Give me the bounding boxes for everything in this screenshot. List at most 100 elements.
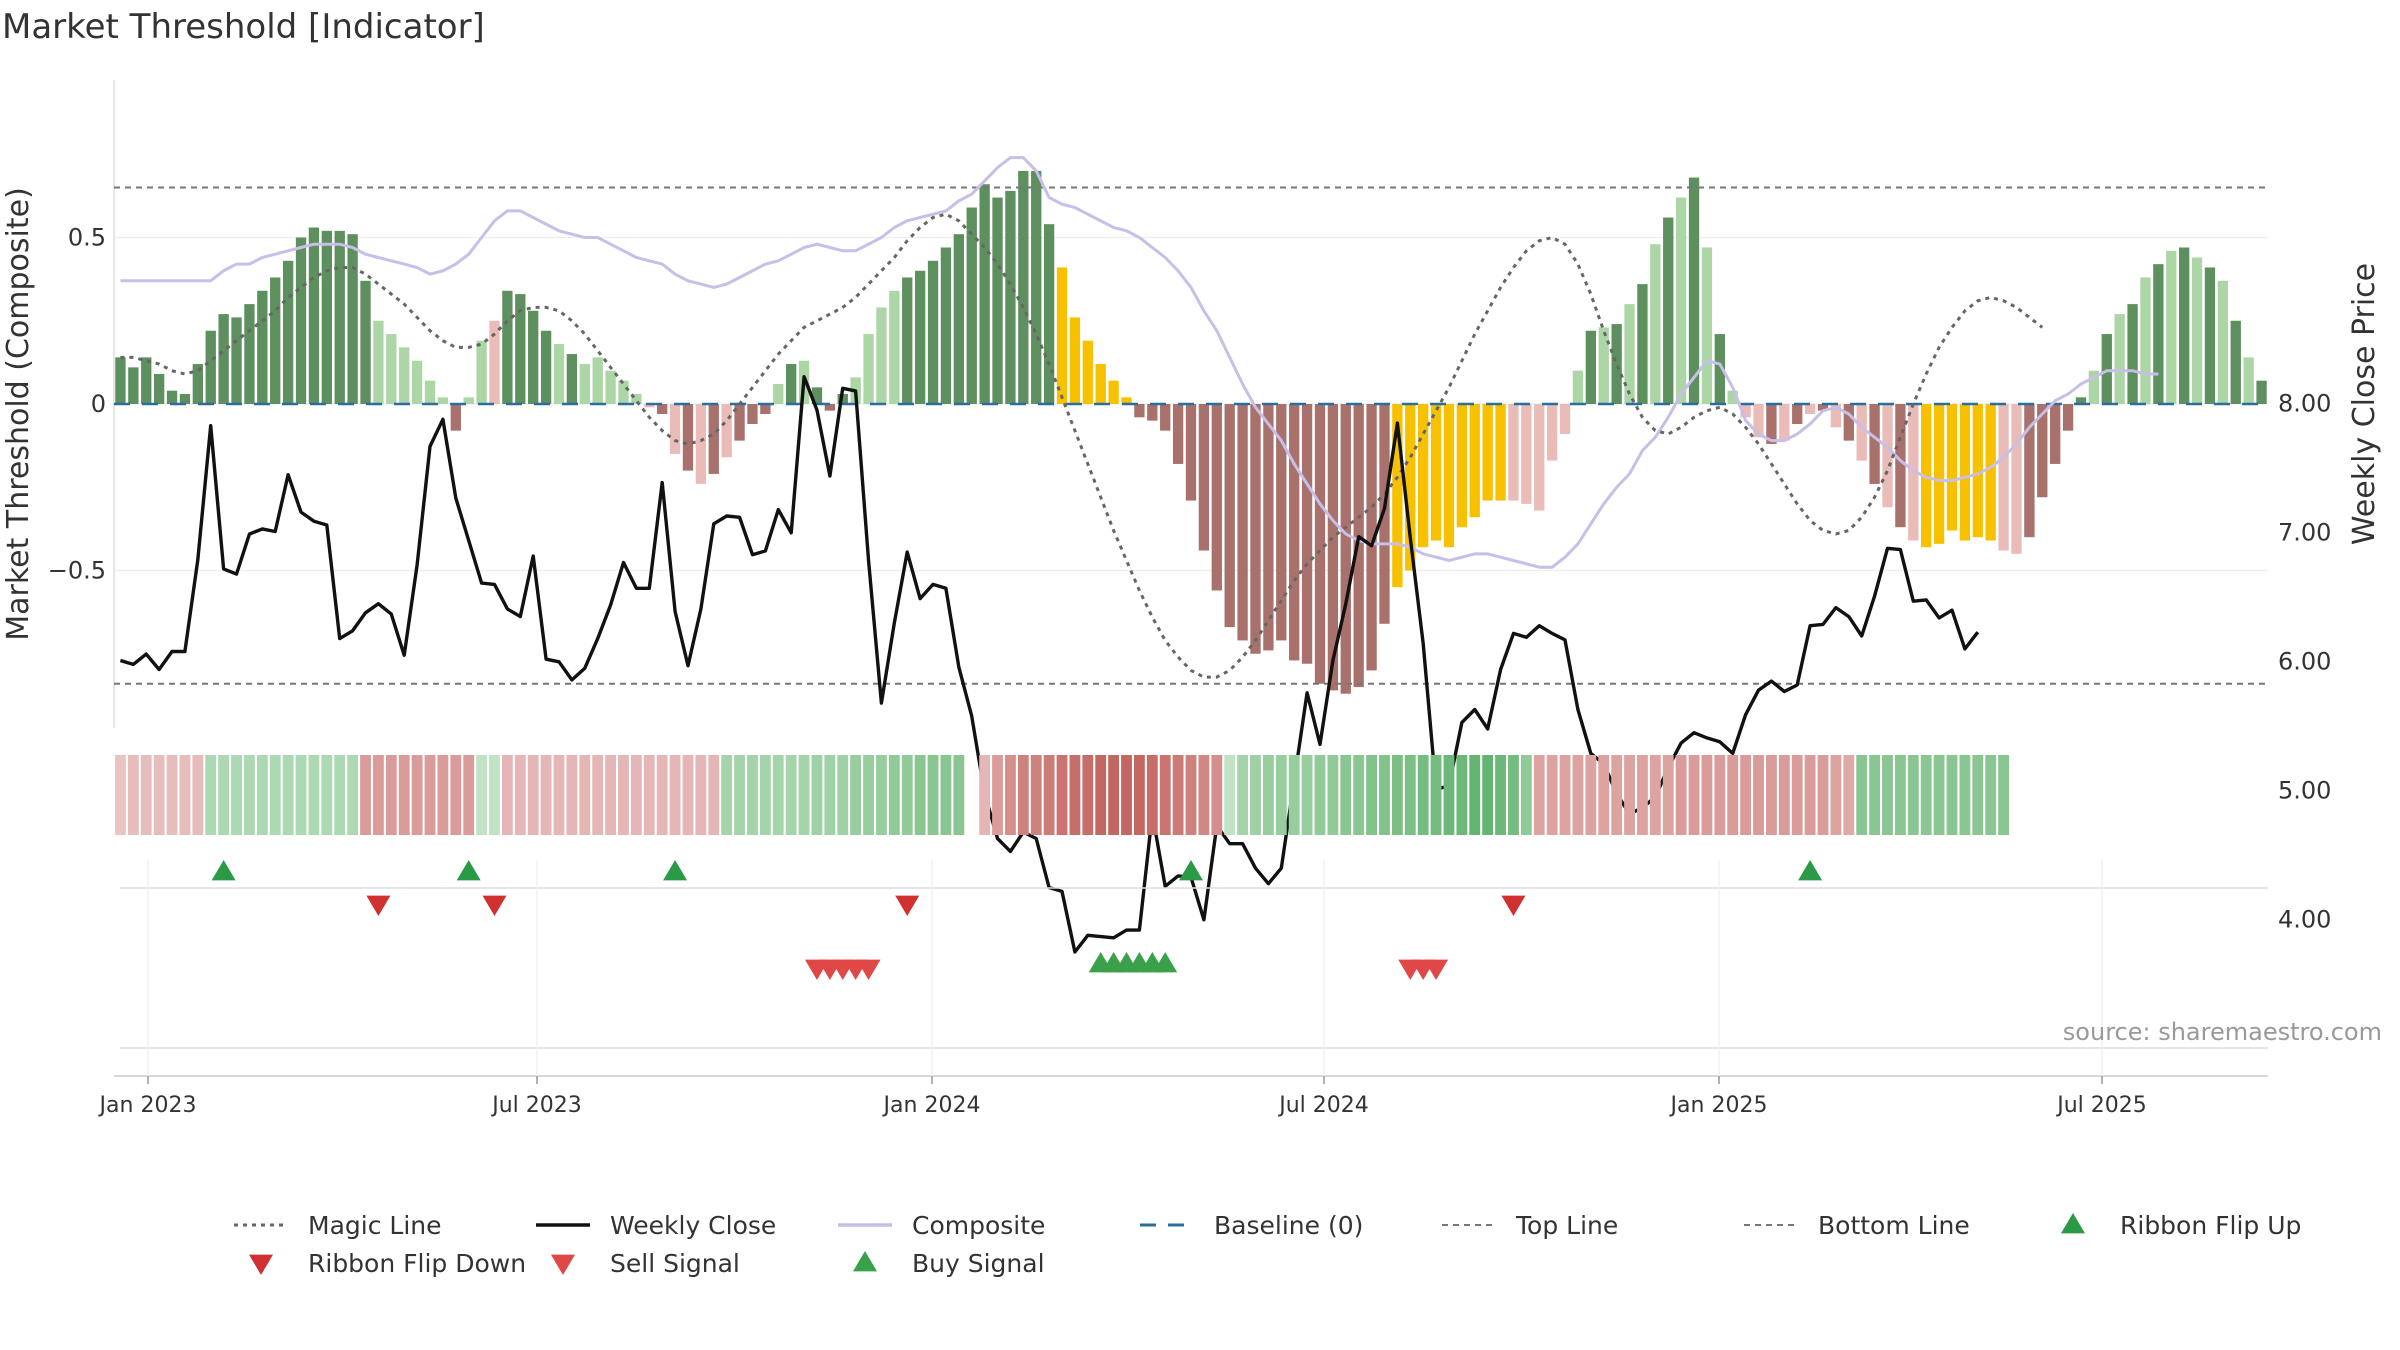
y-tick-left: 0 (91, 390, 106, 418)
composite-bar (1108, 380, 1119, 404)
composite-bar (218, 314, 229, 404)
ribbon-cell (618, 755, 629, 835)
ribbon-cell (192, 755, 204, 835)
composite-bar (824, 404, 836, 411)
composite-bar (1482, 404, 1493, 501)
ribbon-cell (1082, 755, 1094, 835)
y-tick-left: 0.5 (68, 224, 106, 252)
ribbon-cell (360, 755, 371, 835)
ribbon-cell (140, 755, 152, 835)
composite-bar (1663, 217, 1674, 404)
composite-bar (386, 334, 397, 404)
ribbon-cell (1778, 755, 1790, 835)
ribbon-cell (1585, 755, 1597, 835)
signal-panel (114, 860, 2268, 1077)
buy-signal-marker (1153, 952, 1178, 973)
composite-bar (644, 404, 655, 408)
ribbon-cell (1662, 755, 1674, 835)
composite-bar (308, 227, 320, 404)
legend-swatch (551, 1254, 575, 1275)
composite-bar (1882, 404, 1893, 508)
composite-bar (785, 364, 797, 404)
ribbon-flip-up-marker (663, 860, 688, 881)
legend-item: Top Line (1442, 1211, 1618, 1240)
ribbon-cell (1546, 755, 1558, 835)
composite-bar (940, 247, 952, 404)
ribbon-cell (1611, 755, 1623, 835)
ribbon-cell (901, 755, 913, 835)
composite-bar (192, 364, 203, 404)
ribbon-cell (1637, 755, 1648, 835)
ribbon-cell (592, 755, 604, 835)
ribbon-cell (1404, 755, 1416, 835)
composite-bar (540, 330, 552, 404)
ribbon-cell (1056, 755, 1068, 835)
composite-bar (2204, 267, 2216, 404)
ribbon-cell (1598, 755, 1610, 835)
composite-bar (1289, 404, 1300, 661)
ribbon-cell (127, 755, 139, 835)
composite-bar (347, 234, 358, 404)
ribbon-cell (1133, 755, 1145, 835)
composite-bar (2166, 250, 2177, 404)
ribbon-cell (682, 755, 694, 835)
ribbon-cell (747, 755, 758, 835)
ribbon-cell (1043, 755, 1055, 835)
ribbon-cell (1288, 755, 1300, 835)
composite-bar (876, 307, 887, 404)
composite-bar (1147, 404, 1158, 421)
composite-bar (1379, 404, 1390, 624)
composite-bar (1392, 404, 1403, 588)
ribbon-cell (1237, 755, 1249, 835)
composite-bar (373, 320, 384, 404)
weekly-close-line (119, 375, 1980, 954)
ribbon-cell (940, 755, 952, 835)
composite-bar (2024, 404, 2035, 538)
ribbon-cell (1069, 755, 1081, 835)
ribbon-cell (1250, 755, 1261, 835)
composite-bar (1701, 247, 1713, 404)
ribbon-cell (256, 755, 268, 835)
ribbon-cell (1456, 755, 1468, 835)
ribbon-cell (1211, 755, 1223, 835)
ribbon-flip-up-marker (456, 860, 481, 881)
y-tick-left: −0.5 (48, 557, 106, 585)
ribbon-cell (1791, 755, 1803, 835)
ribbon-cell (579, 755, 591, 835)
composite-bar (669, 404, 681, 454)
ribbon-cell (772, 755, 784, 835)
ribbon-cell (1017, 755, 1029, 835)
composite-bar (721, 404, 732, 458)
composite-bar (1198, 404, 1210, 551)
legend-label: Composite (912, 1211, 1045, 1240)
composite-bar (1056, 267, 1068, 404)
composite-bar (1263, 404, 1274, 651)
composite-bar (1301, 404, 1313, 664)
ribbon-cell (501, 755, 513, 835)
ribbon-cell (1095, 755, 1107, 835)
ribbon-cell (1301, 755, 1313, 835)
composite-bar (1714, 334, 1725, 404)
ribbon-cell (1520, 755, 1532, 835)
ribbon-cell (1572, 755, 1584, 835)
ribbon-cell (708, 755, 720, 835)
ribbon-cell (798, 755, 810, 835)
composite-bar (1727, 390, 1738, 404)
ribbon-cell (450, 755, 462, 835)
composite-bar (399, 347, 410, 404)
ribbon-cell (992, 755, 1003, 835)
ribbon-cell (527, 755, 539, 835)
composite-bar (914, 270, 926, 404)
ribbon-cell (463, 755, 475, 835)
magic-line (120, 212, 2044, 679)
ribbon-cell (1379, 755, 1390, 835)
ribbon-cell (1688, 755, 1700, 835)
composite-bar (1998, 404, 2009, 551)
ribbon-cell (1353, 755, 1365, 835)
composite-bar (1443, 404, 1455, 548)
composite-bar (1598, 327, 1609, 404)
legend-label: Sell Signal (610, 1249, 740, 1278)
legend-swatch (853, 1251, 877, 1272)
composite-bar (1134, 404, 1145, 418)
ribbon-cell (1275, 755, 1287, 835)
